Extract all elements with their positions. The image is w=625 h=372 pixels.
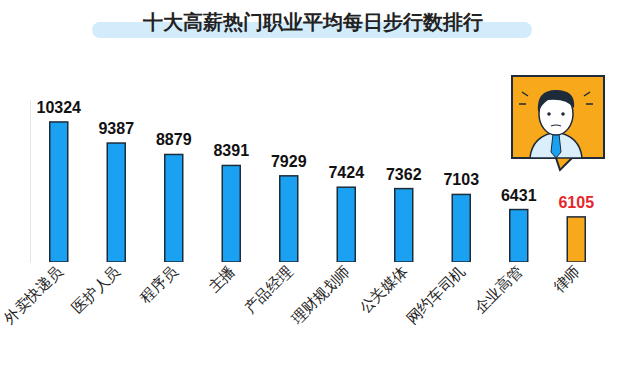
x-tick: 公关媒体 (356, 262, 410, 317)
data-labels: 10324 9387 8879 8391 7929 7424 7362 7103 6431 610… (37, 99, 595, 211)
x-tick-label: 外卖快递员 (0, 262, 65, 327)
title: 十大高薪热门职业平均每日步行数排行 (142, 11, 483, 33)
icon-eye (547, 112, 551, 116)
x-axis: 外卖快递员医护人员程序员主播产品经理理财规划师公关媒体网约车司机企业高管律师 (0, 262, 583, 327)
x-tick: 程序员 (137, 262, 181, 306)
x-tick: 医护人员 (68, 262, 122, 317)
bar (50, 122, 68, 262)
data-label: 6105 (558, 194, 594, 211)
bar (280, 176, 298, 262)
x-tick-label: 理财规划师 (288, 262, 353, 327)
bar (452, 194, 470, 262)
data-label: 10324 (37, 99, 82, 116)
bars (50, 122, 586, 262)
x-tick-label: 网约车司机 (403, 262, 468, 327)
data-label: 7103 (443, 171, 479, 188)
x-tick: 产品经理 (241, 262, 295, 317)
data-label: 7424 (328, 164, 364, 181)
data-label: 8391 (213, 142, 249, 159)
data-label: 8879 (156, 131, 192, 148)
data-label: 7362 (386, 166, 422, 183)
data-label: 9387 (98, 120, 134, 137)
icon-tie (551, 134, 561, 158)
x-tick-label: 程序员 (137, 262, 181, 306)
icon-body (530, 132, 582, 158)
x-tick-label: 公关媒体 (356, 262, 410, 316)
data-label: 6431 (501, 187, 537, 204)
data-label: 7929 (271, 153, 307, 170)
x-tick: 律师 (550, 262, 583, 295)
icon-mouth (551, 125, 561, 126)
icon-eye (561, 112, 565, 116)
x-tick-label: 律师 (550, 262, 583, 295)
bar (222, 165, 240, 262)
x-tick-label: 医护人员 (68, 262, 122, 316)
bar (337, 187, 355, 262)
icon-lines (519, 92, 593, 104)
x-tick-label: 企业高管 (471, 262, 525, 316)
bar (107, 143, 125, 262)
bar (510, 210, 528, 262)
x-tick: 企业高管 (471, 262, 525, 317)
x-tick: 外卖快递员 (0, 262, 65, 327)
y-axis-line (30, 101, 31, 263)
y-axis (30, 101, 31, 263)
icon-bubble (512, 76, 604, 170)
bar (567, 217, 585, 262)
bar (165, 154, 183, 262)
icon-hair (538, 90, 574, 112)
x-tick-label: 主播 (205, 262, 238, 295)
x-tick: 网约车司机 (403, 262, 468, 327)
chart: 十大高薪热门职业平均每日步行数排行 10324 9387 8879 8391 7929 74… (0, 0, 625, 372)
x-tick: 理财规划师 (288, 262, 353, 327)
bar (395, 189, 413, 262)
x-tick-label: 产品经理 (241, 262, 295, 316)
icon (512, 76, 604, 170)
x-tick: 主播 (205, 262, 238, 295)
